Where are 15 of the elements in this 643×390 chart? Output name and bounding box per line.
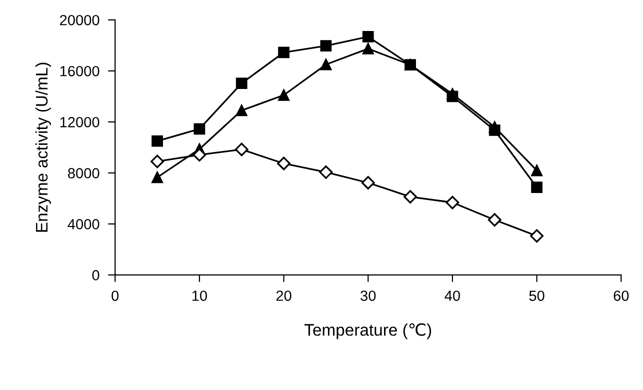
x-tick-label: 20 <box>276 290 292 301</box>
x-tick-label: 30 <box>360 290 376 301</box>
y-axis-title: Enzyme activity (U/mL) <box>35 62 51 232</box>
y-tick-label: 12000 <box>60 117 100 128</box>
x-tick-label: 0 <box>112 290 119 301</box>
y-tick-label: 16000 <box>60 66 100 76</box>
x-tick-label: 50 <box>529 290 544 301</box>
y-tick-label: 0 <box>92 270 100 280</box>
x-axis-title: Temperature (℃) <box>304 323 432 340</box>
y-tick-label: 4000 <box>68 219 100 230</box>
x-tick-label: 60 <box>614 290 629 301</box>
y-tick-label: 20000 <box>60 14 100 26</box>
x-tick-label: 40 <box>444 290 460 301</box>
y-tick-label: 8000 <box>68 168 100 178</box>
x-tick-label: 10 <box>192 290 207 301</box>
